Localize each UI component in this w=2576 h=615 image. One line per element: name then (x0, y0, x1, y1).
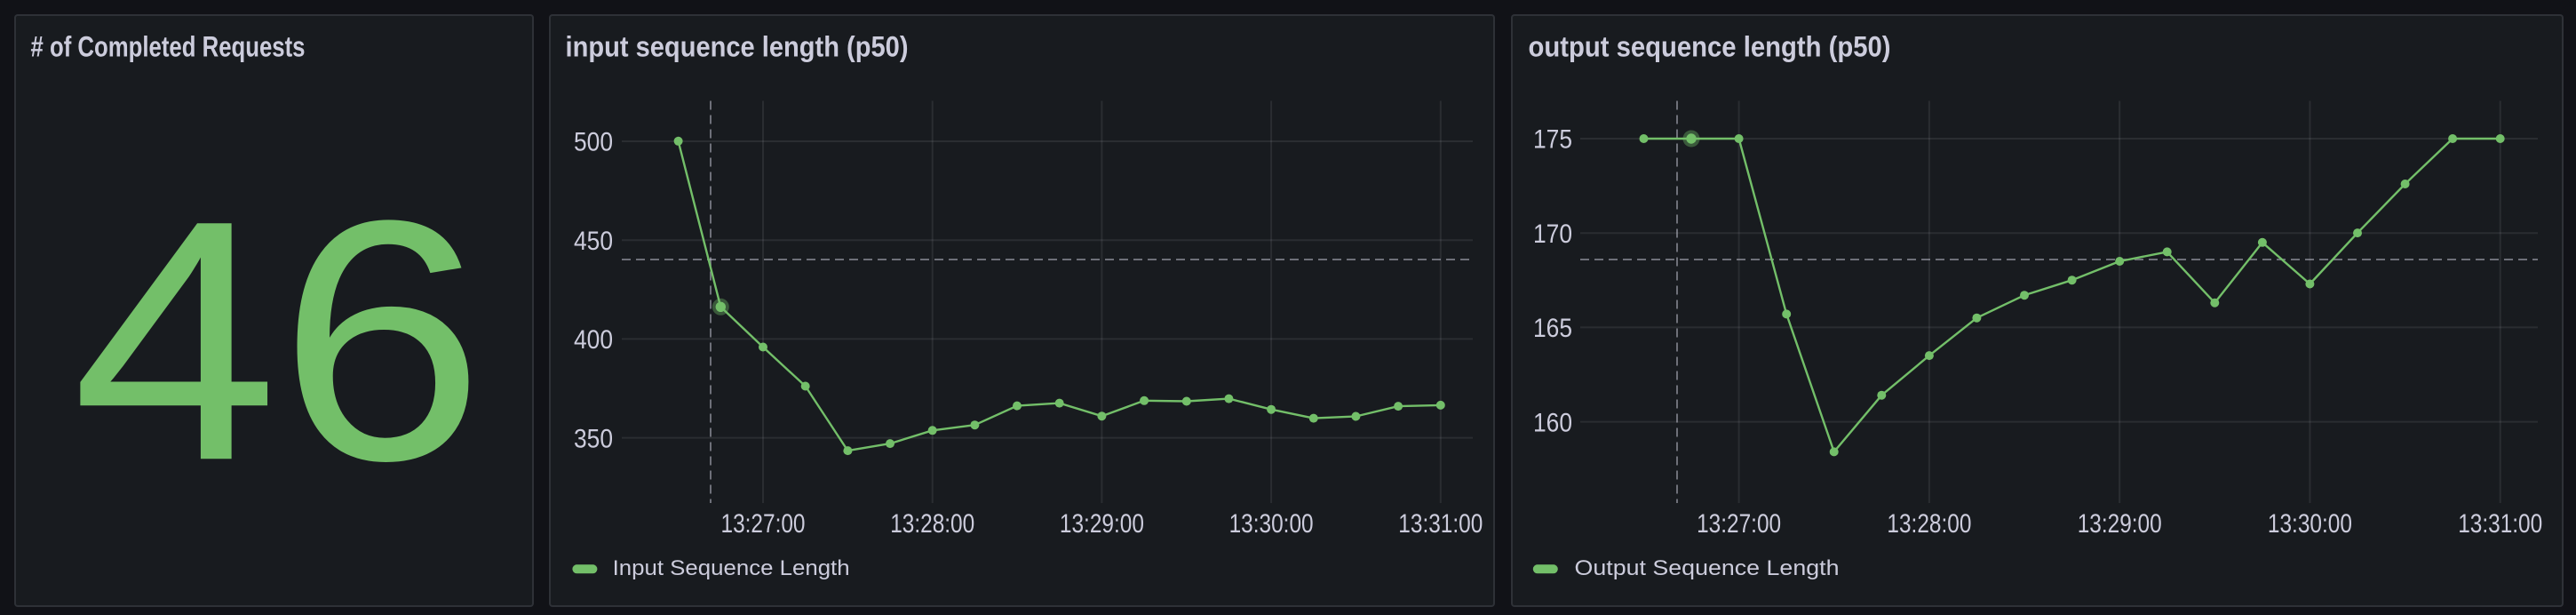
svg-text:450: 450 (574, 227, 613, 256)
svg-text:13:27:00: 13:27:00 (721, 509, 806, 539)
svg-text:500: 500 (574, 128, 613, 157)
svg-text:13:31:00: 13:31:00 (2458, 509, 2542, 539)
svg-text:400: 400 (574, 325, 613, 355)
svg-text:# of Completed Requests: # of Completed Requests (31, 30, 306, 62)
svg-text:13:28:00: 13:28:00 (1887, 509, 1971, 539)
svg-text:175: 175 (1533, 125, 1572, 155)
svg-text:350: 350 (574, 424, 613, 453)
svg-text:Input Sequence Length: Input Sequence Length (613, 556, 850, 580)
svg-text:46: 46 (72, 148, 485, 531)
svg-text:13:27:00: 13:27:00 (1697, 509, 1781, 539)
svg-text:Output Sequence Length: Output Sequence Length (1575, 556, 1840, 580)
svg-text:input sequence length (p50): input sequence length (p50) (566, 31, 909, 63)
svg-text:13:31:00: 13:31:00 (1398, 509, 1483, 539)
svg-text:13:30:00: 13:30:00 (1229, 509, 1314, 539)
svg-text:13:28:00: 13:28:00 (890, 509, 974, 539)
svg-text:170: 170 (1533, 220, 1572, 249)
svg-text:165: 165 (1533, 314, 1572, 343)
svg-text:13:29:00: 13:29:00 (2078, 509, 2162, 539)
svg-text:160: 160 (1533, 408, 1572, 437)
svg-text:13:29:00: 13:29:00 (1060, 509, 1144, 539)
svg-text:output sequence length (p50): output sequence length (p50) (1529, 30, 1891, 62)
svg-text:13:30:00: 13:30:00 (2268, 509, 2352, 539)
